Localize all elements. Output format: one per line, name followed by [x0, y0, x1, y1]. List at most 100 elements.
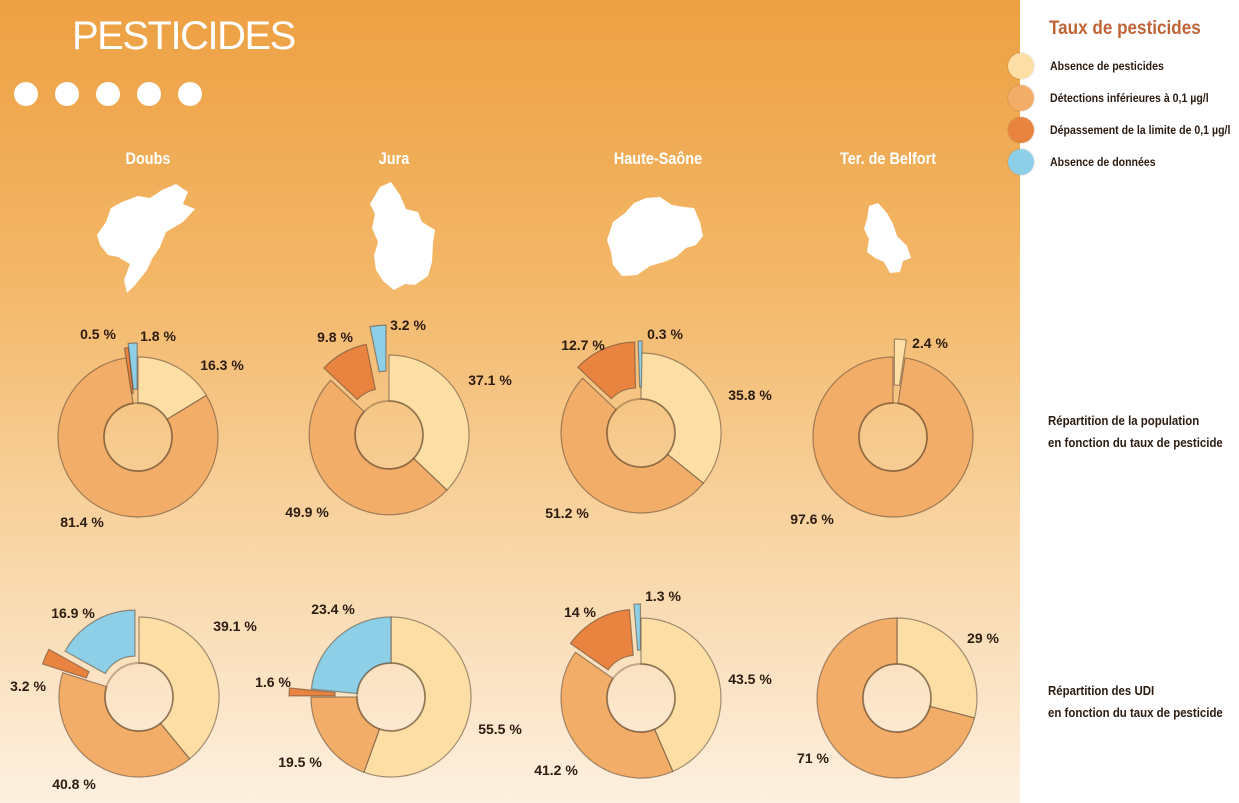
donut-hole [354, 400, 424, 470]
slice-inf [308, 379, 448, 516]
slice-value-label: 55.5 % [478, 721, 522, 737]
donut-population-jura: 37.1 % 49.9 % 9.8 % 3.2 % [285, 317, 512, 520]
slice-nd [64, 609, 136, 675]
slice-value-label: 12.7 % [561, 337, 605, 353]
dot [96, 82, 120, 106]
legend-swatch [1008, 149, 1034, 175]
legend-title: Taux de pesticides [1049, 18, 1201, 39]
slice-value-label: 1.8 % [140, 328, 176, 344]
slice-dep [288, 687, 336, 697]
slice-absence [640, 617, 722, 773]
slice-value-label: 0.3 % [647, 326, 683, 342]
slice-dep [576, 341, 637, 400]
slice-nd [369, 324, 387, 373]
dot [178, 82, 202, 106]
map-jura [370, 182, 435, 290]
map-belfort [864, 203, 911, 273]
dot [14, 82, 38, 106]
slice-value-label: 81.4 % [60, 514, 104, 530]
slice-absence [640, 352, 722, 485]
legend-item-inferior: Détections inférieures à 0,1 µg/l [1008, 84, 1230, 112]
slice-value-label: 19.5 % [278, 754, 322, 770]
slice-dep [569, 608, 634, 671]
slice-dep [123, 346, 134, 395]
caption-line: Répartition des UDI [1048, 683, 1155, 698]
slice-value-label: 14 % [564, 604, 596, 620]
slice-value-label: 16.3 % [200, 357, 244, 373]
slice-dep [323, 343, 377, 401]
decorative-dots [14, 82, 202, 106]
dot [137, 82, 161, 106]
slice-value-label: 3.2 % [10, 678, 46, 694]
slice-inf [560, 651, 674, 779]
caption-line: en fonction du taux de pesticide [1048, 435, 1223, 450]
slice-inf [310, 696, 381, 774]
page-title: PESTICIDES [72, 14, 296, 58]
department-name-doubs: Doubs [125, 149, 171, 168]
legend-swatch [1008, 85, 1034, 111]
donut-charts: 16.3 % 81.4 % 0.5 % 1.8 % 37.1 % 49.9 % 9.8 % 3… [10, 317, 1000, 792]
slice-value-label: 40.8 % [52, 776, 96, 792]
slice-value-label: 39.1 % [213, 618, 257, 634]
donut-population-ter-de-belfort: 2.4 % 97.6 % [790, 335, 974, 527]
slice-inf [812, 356, 974, 518]
department-name-belfort: Ter. de Belfort [839, 149, 937, 168]
slice-value-label: 97.6 % [790, 511, 834, 527]
donut-population-doubs: 16.3 % 81.4 % 0.5 % 1.8 % [57, 326, 244, 530]
donut-hole [858, 402, 928, 472]
slice-value-label: 51.2 % [545, 505, 589, 521]
caption-line: en fonction du taux de pesticide [1048, 705, 1223, 720]
slice-absence [388, 354, 470, 491]
slice-value-label: 16.9 % [51, 605, 95, 621]
slice-inf [560, 377, 705, 514]
slice-value-label: 1.3 % [645, 588, 681, 604]
donut-udi-haute-saone: 43.5 % 41.2 % 14 % 1.3 % [534, 588, 772, 779]
slice-value-label: 41.2 % [534, 762, 578, 778]
slice-absence [363, 616, 472, 778]
donut-udi-ter-de-belfort: 29 % 71 % [797, 617, 1000, 779]
donut-hole [104, 662, 174, 732]
donut-hole [606, 663, 676, 733]
slice-value-label: 9.8 % [317, 329, 353, 345]
slice-absence [896, 617, 978, 719]
slice-dep [41, 648, 90, 679]
slice-value-label: 71 % [797, 750, 829, 766]
donut-udi-doubs: 39.1 % 40.8 % 3.2 % 16.9 % [10, 605, 257, 792]
legend-item-exceeded: Dépassement de la limite de 0,1 µg/l [1008, 116, 1239, 144]
donut-hole [862, 663, 932, 733]
donut-udi-jura: 55.5 % 19.5 % 1.6 % 23.4 % [255, 601, 522, 778]
caption-line: Répartition de la population [1048, 413, 1200, 428]
slice-value-label: 49.9 % [285, 504, 329, 520]
slice-value-label: 0.5 % [80, 326, 116, 342]
department-name-jura: Jura [378, 149, 410, 168]
slice-absence [893, 338, 908, 387]
slice-value-label: 1.6 % [255, 674, 291, 690]
legend-label: Détections inférieures à 0,1 µg/l [1050, 91, 1209, 105]
map-doubs [97, 184, 195, 293]
legend-item-no-data: Absence de données [1008, 148, 1170, 176]
slice-inf [816, 617, 976, 779]
dot [55, 82, 79, 106]
slice-inf [57, 357, 219, 518]
slice-nd [633, 603, 642, 651]
slice-nd [310, 616, 392, 695]
department-name-haute-saone: Haute-Saône [613, 149, 703, 168]
slice-nd [637, 340, 643, 388]
donut-hole [606, 398, 676, 468]
slice-value-label: 37.1 % [468, 372, 512, 388]
slice-inf [58, 672, 191, 778]
map-haute-saone [607, 197, 703, 276]
legend-item-absence: Absence de pesticides [1008, 52, 1179, 80]
slice-value-label: 23.4 % [311, 601, 355, 617]
slice-value-label: 29 % [967, 630, 999, 646]
legend-label: Dépassement de la limite de 0,1 µg/l [1050, 123, 1231, 137]
slice-value-label: 2.4 % [912, 335, 948, 351]
slice-nd [127, 342, 138, 390]
slice-value-label: 35.8 % [728, 387, 772, 403]
department-maps [97, 182, 911, 293]
legend-label: Absence de pesticides [1050, 59, 1164, 73]
legend-swatch [1008, 117, 1034, 143]
caption-udi: Répartition des UDI en fonction du taux … [1048, 680, 1223, 724]
donut-hole [103, 402, 173, 472]
legend-label: Absence de données [1050, 155, 1156, 169]
